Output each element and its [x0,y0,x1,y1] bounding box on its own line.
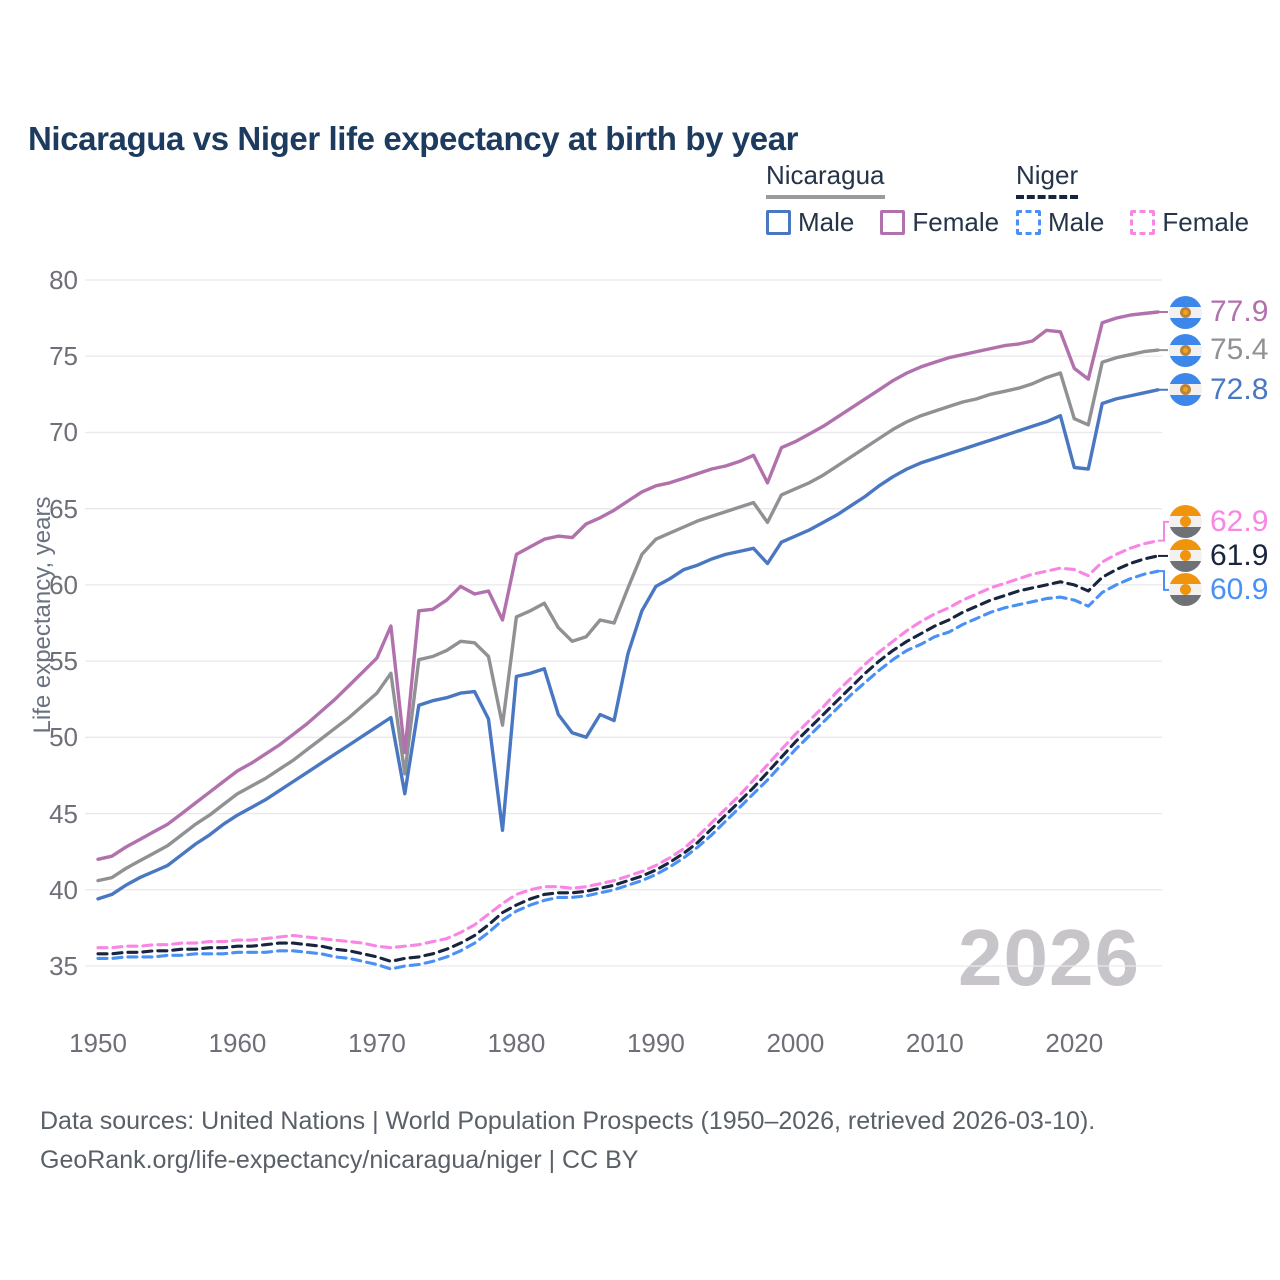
end-label-value: 72.8 [1210,372,1269,406]
y-tick-label-65: 65 [49,493,78,524]
y-tick-label-50: 50 [49,722,78,753]
x-tick-label-1960: 1960 [208,1028,267,1058]
y-tick-label-40: 40 [49,874,78,905]
niger-flag-icon [1169,505,1202,539]
end-label-connector-niger-male [1158,570,1169,591]
legend-item-nicaragua-female[interactable]: Female [880,207,999,238]
nicaragua-flag-icon [1169,295,1202,329]
legend-item-nicaragua-male[interactable]: Male [766,207,854,238]
legend-group-niger: Niger Male Female [1016,160,1249,238]
nicaragua-flag-icon [1169,333,1202,367]
nicaragua-flag-emblem-icon [1180,344,1191,356]
nicaragua-flag-emblem-icon [1180,306,1191,318]
y-tick-label-35: 35 [49,951,78,981]
niger-flag-emblem-icon [1180,584,1191,596]
legend-item-label: Male [798,207,855,237]
series-line-nicaragua-male[interactable] [96,388,1160,901]
x-tick-label-1950: 1950 [69,1028,127,1058]
y-tick-label-75: 75 [49,341,78,372]
legend-items-niger: Male Female [1016,207,1249,238]
legend-item-niger-male[interactable]: Male [1016,207,1104,238]
end-label-value: 75.4 [1210,333,1269,367]
series-line-niger-male[interactable] [96,569,1160,971]
end-label-value: 62.9 [1210,504,1269,538]
legend-item-niger-female[interactable]: Female [1130,207,1249,238]
legend-swatch-niger-male-icon [1016,210,1041,235]
legend-item-label: Female [1162,207,1250,237]
end-label-nicaragua-male: 72.8 [1169,372,1268,408]
legend-swatch-nicaragua-female-icon [880,210,906,235]
end-label-niger-female: 62.9 [1169,504,1268,540]
nicaragua-flag-icon [1169,373,1202,407]
watermark-year: 2026 [958,913,1140,1002]
end-label-nicaragua-both: 75.4 [1169,332,1268,368]
y-tick-label-55: 55 [49,646,78,677]
chart-title: Nicaragua vs Niger life expectancy at bi… [28,120,799,158]
legend-items-nicaragua: Male Female [766,207,999,238]
series-line-niger-both[interactable] [96,554,1160,963]
niger-flag-icon [1169,539,1202,573]
y-tick-label-70: 70 [49,417,78,448]
y-tick-label-60: 60 [49,569,78,600]
legend-group-nicaragua: Nicaragua Male Female [766,160,999,238]
series-line-nicaragua-both[interactable] [96,348,1160,883]
end-label-value: 60.9 [1210,572,1269,606]
legend-item-label: Female [912,207,1000,237]
y-tick-label-80: 80 [49,265,78,295]
end-label-value: 61.9 [1210,538,1269,572]
x-tick-label-2010: 2010 [905,1028,964,1058]
end-label-niger-male: 60.9 [1169,572,1268,608]
legend-swatch-niger-female-icon [1130,210,1156,235]
footer-attribution: GeoRank.org/life-expectancy/nicaragua/ni… [40,1146,639,1174]
footer-data-sources: Data sources: United Nations | World Pop… [40,1107,1096,1135]
x-tick-label-1970: 1970 [348,1028,406,1058]
x-tick-label-2000: 2000 [766,1028,825,1058]
legend-group-title-nicaragua[interactable]: Nicaragua [766,160,885,199]
end-label-value: 77.9 [1210,295,1269,328]
y-tick-label-45: 45 [49,798,78,829]
series-line-nicaragua-female[interactable] [96,310,1160,861]
legend-group-title-niger[interactable]: Niger [1016,160,1079,199]
nicaragua-flag-emblem-icon [1180,384,1191,396]
footer: Data sources: United Nations | World Pop… [40,1102,1095,1180]
x-tick-label-1990: 1990 [626,1028,685,1058]
end-label-niger-both: 61.9 [1169,538,1268,574]
legend-swatch-nicaragua-male-icon [766,210,791,235]
series-line-niger-female[interactable] [96,539,1160,950]
niger-flag-icon [1169,573,1202,607]
x-tick-label-1980: 1980 [487,1028,546,1058]
end-label-nicaragua-female: 77.9 [1169,294,1268,330]
legend-item-label: Male [1048,207,1105,237]
niger-flag-emblem-icon [1180,550,1191,562]
niger-flag-emblem-icon [1180,516,1191,528]
end-label-connector-niger-female [1158,520,1169,542]
x-tick-label-2020: 2020 [1045,1028,1104,1058]
